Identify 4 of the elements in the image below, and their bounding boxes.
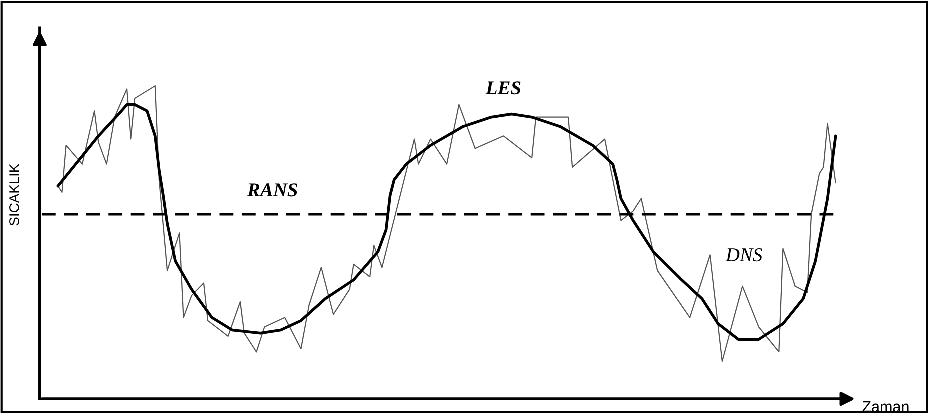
series-label: LES [486, 82, 521, 95]
y-axis-title: SICAKLIK [10, 164, 20, 226]
series-label: RANS [247, 184, 298, 197]
series-label: DNS [726, 248, 762, 262]
